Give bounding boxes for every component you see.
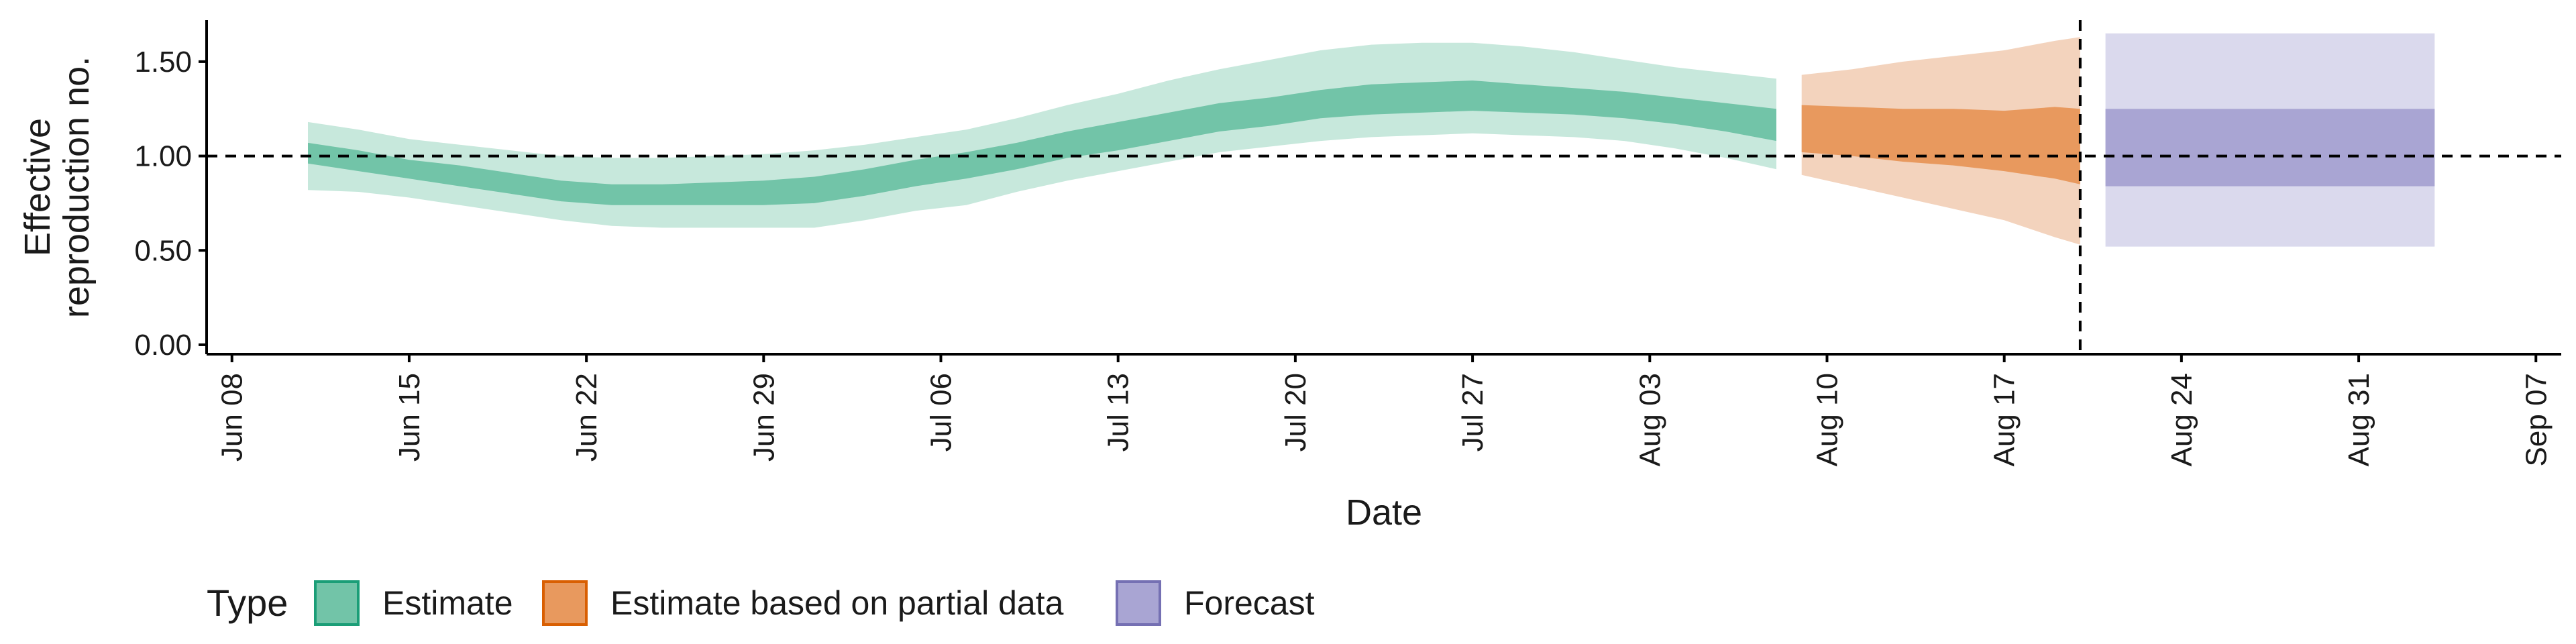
axis-titles: Date Effective reproduction no. <box>17 56 1422 533</box>
legend-swatch <box>1116 580 1161 626</box>
x-tick-label: Aug 10 <box>1811 373 1844 466</box>
x-tick-label: Jul 06 <box>925 373 958 451</box>
x-tick-label: Aug 24 <box>2165 373 2198 466</box>
legend-label: Estimate based on partial data <box>610 584 1064 622</box>
legend-label: Estimate <box>382 584 513 622</box>
y-axis-title-line-1: Effective <box>17 118 58 256</box>
x-tick-label: Jul 27 <box>1456 373 1489 451</box>
axes: 0.00 0.50 1.00 1.50 Jun 08 Jun 15 Jun 22 Jun 29… <box>134 20 2561 466</box>
y-tick-label: 1.50 <box>134 46 192 78</box>
y-tick-label: 0.00 <box>134 329 192 362</box>
legend-label: Forecast <box>1184 584 1315 622</box>
legend-swatch <box>542 580 588 626</box>
x-tick-label: Jul 20 <box>1279 373 1312 451</box>
legend-title: Type <box>207 582 288 624</box>
x-tick-label: Aug 17 <box>1988 373 2021 466</box>
reference-lines <box>207 20 2561 354</box>
x-tick-label: Aug 31 <box>2343 373 2375 466</box>
band-outer-estimate <box>308 42 1776 228</box>
x-tick-label: Sep 07 <box>2520 373 2553 466</box>
x-axis-title: Date <box>1346 492 1422 533</box>
band-inner-estimate-based-on-partial-data <box>1801 105 2080 184</box>
x-tick-label: Jun 08 <box>216 373 249 462</box>
legend-swatch <box>314 580 360 626</box>
x-tick-label: Jul 13 <box>1102 373 1135 451</box>
x-tick-label: Aug 03 <box>1633 373 1666 466</box>
confidence-bands <box>308 33 2435 247</box>
band-inner-forecast <box>2105 109 2435 186</box>
band-inner-estimate <box>308 80 1776 205</box>
y-tick-label: 0.50 <box>134 234 192 267</box>
x-tick-label: Jun 29 <box>747 373 780 462</box>
y-tick-label: 1.00 <box>134 140 192 173</box>
x-tick-label: Jun 15 <box>393 373 426 462</box>
x-tick-label: Jun 22 <box>570 373 603 462</box>
y-axis-title-line-2: reproduction no. <box>56 56 97 318</box>
legend: Type Estimate Estimate based on partial d… <box>207 580 1315 626</box>
